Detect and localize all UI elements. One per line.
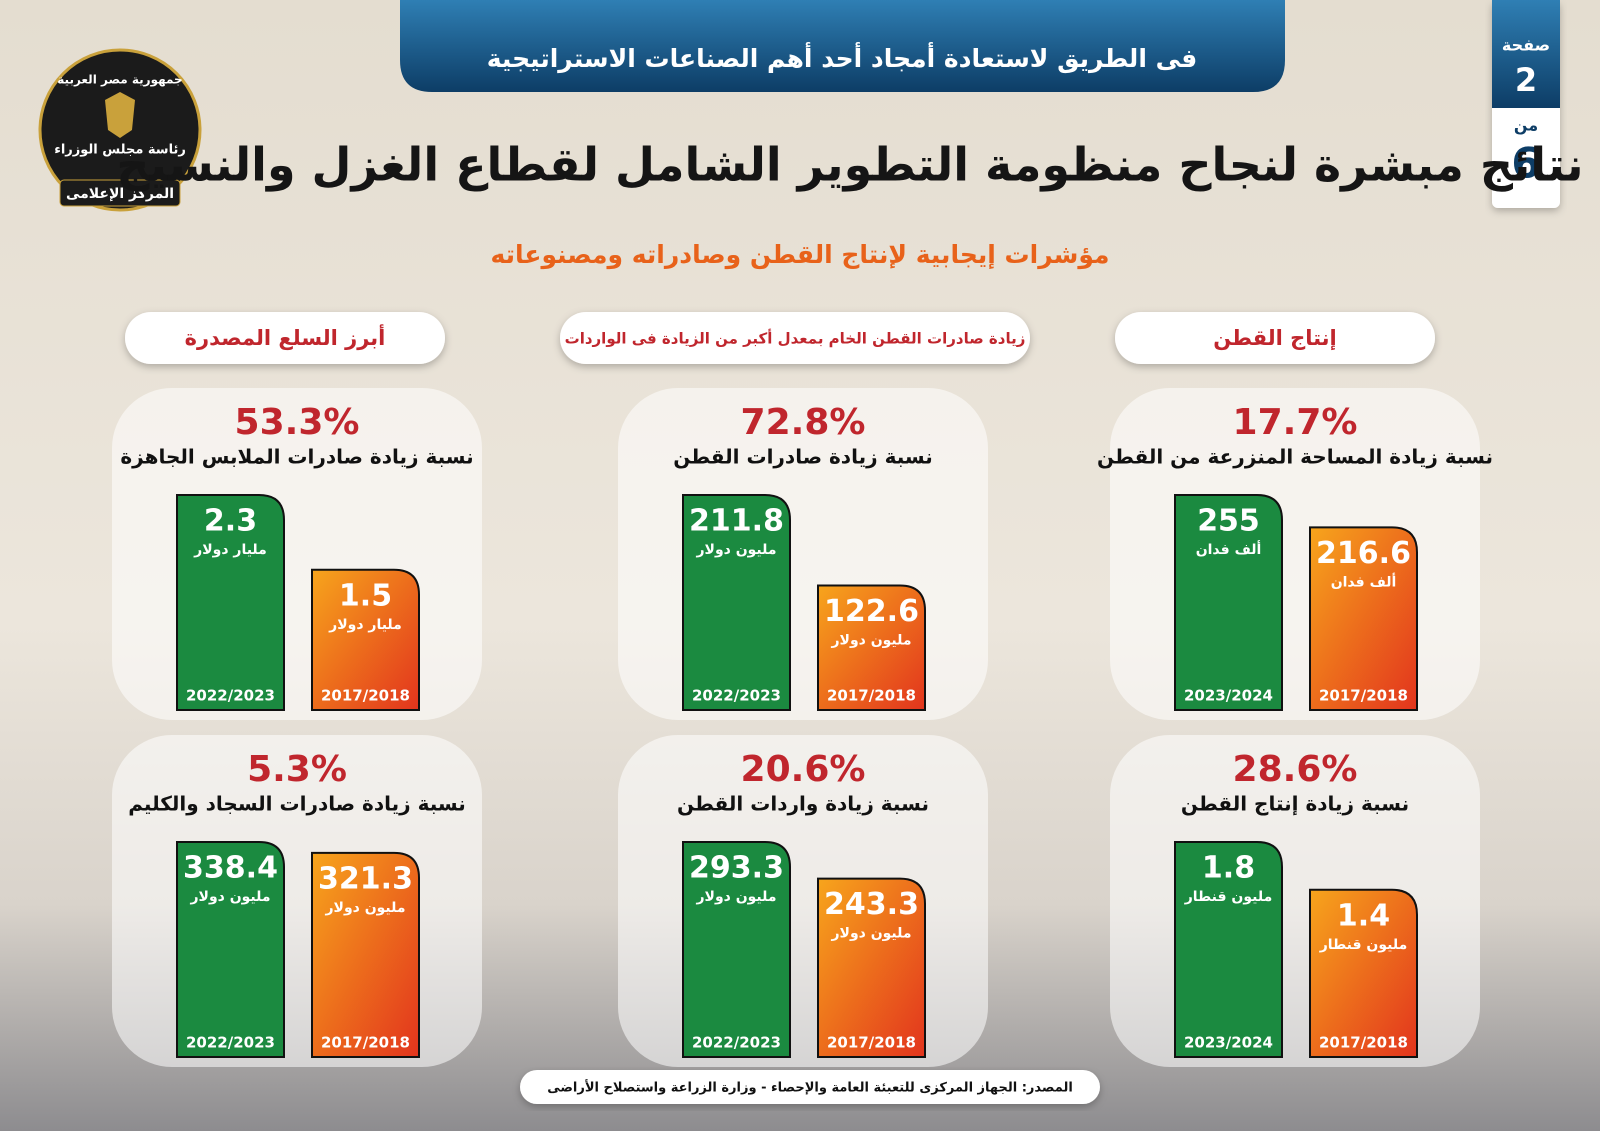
section-title: إنتاج القطن — [1213, 326, 1337, 351]
year-label: 2022/2023 — [692, 687, 781, 705]
unit-label: مليون دولار — [324, 900, 405, 916]
year-label: 2017/2018 — [1319, 1034, 1408, 1052]
bar — [311, 851, 420, 1058]
unit-label: مليار دولار — [193, 542, 267, 558]
unit-label: مليون دولار — [695, 889, 776, 905]
year-label: 2017/2018 — [321, 687, 410, 705]
subtitle: مؤشرات إيجابية لإنتاج القطن وصادراته ومص… — [491, 240, 1110, 270]
page-number: 2 — [1515, 61, 1537, 99]
value-label: 338.4 — [183, 851, 278, 886]
bar — [1309, 888, 1418, 1058]
logo-ribbon — [59, 179, 181, 207]
year-label: 2017/2018 — [827, 1034, 916, 1052]
section-pill — [125, 312, 445, 364]
source: المصدر: الجهاز المركزى للتعبئة العامة وا… — [547, 1079, 1073, 1096]
unit-label: مليون قنطار — [1184, 889, 1273, 905]
value-label: 216.6 — [1316, 536, 1411, 571]
card-subtitle: نسبة زيادة صادرات الملابس الجاهزة — [120, 445, 473, 469]
bar — [682, 841, 791, 1058]
banner-text: فى الطريق لاستعادة أمجاد أحد أهم الصناعا… — [487, 42, 1198, 74]
card-subtitle: نسبة زيادة المساحة المنزرعة من القطن — [1097, 445, 1493, 469]
section-title: أبرز السلع المصدرة — [185, 323, 386, 350]
main-title: نتائج مبشرة لنجاح منظومة التطوير الشامل … — [116, 138, 1583, 192]
section-title: زيادة صادرات القطن الخام بمعدل أكبر من ا… — [565, 329, 1026, 348]
unit-label: مليون دولار — [830, 633, 911, 649]
headline: 72.8% — [741, 402, 866, 443]
value-label: 1.4 — [1337, 898, 1390, 933]
logo-text: جمهورية مصر العربية — [57, 73, 182, 88]
page-label: صفحة — [1502, 36, 1550, 55]
card-subtitle: نسبة زيادة إنتاج القطن — [1181, 792, 1409, 816]
banner — [400, 0, 1285, 92]
bar — [817, 877, 926, 1058]
headline: 20.6% — [741, 749, 866, 790]
section-pill — [1115, 312, 1435, 364]
unit-label: ألف فدان — [1331, 572, 1397, 590]
value-label: 293.3 — [689, 851, 784, 886]
value-label: 321.3 — [318, 861, 413, 896]
charts: إنتاج القطن زيادة صادرات القطن الخام بمعد… — [112, 312, 1493, 1067]
year-label: 2017/2018 — [321, 1034, 410, 1052]
unit-label: مليون قنطار — [1319, 937, 1408, 953]
value-label: 2.3 — [204, 504, 257, 539]
section-pill — [560, 312, 1030, 364]
year-label: 2023/2024 — [1184, 1034, 1273, 1052]
headline: 53.3% — [235, 402, 360, 443]
year-label: 2022/2023 — [186, 687, 275, 705]
headline: 5.3% — [247, 749, 347, 790]
bar — [682, 494, 791, 711]
value-label: 255 — [1197, 504, 1260, 539]
logo-text: المركز الإعلامى — [66, 186, 174, 202]
bar — [1174, 841, 1283, 1058]
of-label: من — [1514, 116, 1538, 135]
unit-label: مليون دولار — [189, 889, 270, 905]
logo-eagle — [105, 92, 135, 138]
bar — [1174, 494, 1283, 711]
page-total: 6 — [1511, 139, 1540, 188]
headline: 28.6% — [1233, 749, 1358, 790]
year-label: 2023/2024 — [1184, 687, 1273, 705]
value-label: 122.6 — [824, 594, 919, 629]
value-label: 1.5 — [339, 578, 392, 613]
card-subtitle: نسبة زيادة صادرات السجاد والكليم — [128, 792, 466, 816]
year-label: 2017/2018 — [1319, 687, 1408, 705]
bar — [311, 568, 420, 711]
year-label: 2022/2023 — [186, 1034, 275, 1052]
year-label: 2017/2018 — [827, 687, 916, 705]
headline: 17.7% — [1233, 402, 1358, 443]
logo-text: رئاسة مجلس الوزراء — [54, 143, 186, 158]
bar — [817, 584, 926, 711]
card-subtitle: نسبة زيادة واردات القطن — [677, 792, 929, 816]
bar — [176, 841, 285, 1058]
unit-label: مليار دولار — [328, 617, 402, 633]
unit-label: ألف فدان — [1196, 540, 1262, 558]
page-box-top — [1492, 0, 1560, 108]
bar — [176, 494, 285, 711]
card-subtitle: نسبة زيادة صادرات القطن — [673, 445, 932, 469]
year-label: 2022/2023 — [692, 1034, 781, 1052]
bar — [1309, 526, 1418, 711]
value-label: 1.8 — [1202, 851, 1255, 886]
unit-label: مليون دولار — [695, 542, 776, 558]
source-pill — [520, 1070, 1100, 1104]
value-label: 211.8 — [689, 504, 784, 539]
value-label: 243.3 — [824, 887, 919, 922]
unit-label: مليون دولار — [830, 926, 911, 942]
